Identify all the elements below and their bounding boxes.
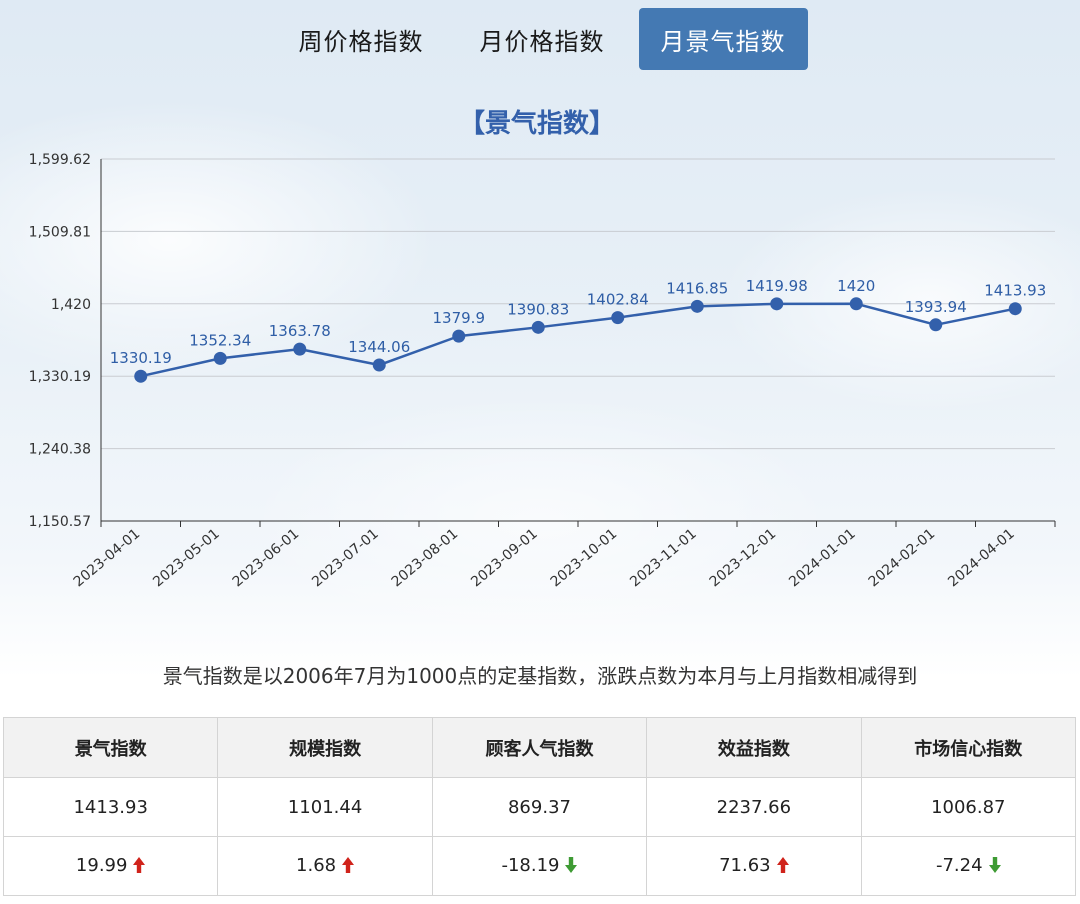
data-label: 1416.85 [666, 279, 728, 297]
data-point [849, 297, 863, 311]
arrow-up-icon [776, 856, 789, 878]
y-tick-label: 1,509.81 [29, 224, 91, 240]
data-label: 1363.78 [269, 322, 331, 340]
value-profit-index: 2237.66 [646, 777, 862, 837]
y-tick-label: 1,330.19 [29, 369, 91, 385]
x-tick-label: 2023-04-01 [71, 526, 144, 591]
table-row-values: 1413.93 1101.44 869.37 2237.66 1006.87 [2, 777, 1077, 837]
tab-bar: 周价格指数 月价格指数 月景气指数 [0, 8, 1080, 72]
change-cell-profit-index: 71.63 [646, 836, 862, 896]
data-point [690, 299, 704, 313]
data-point [611, 311, 625, 325]
arrow-up-icon [133, 856, 146, 878]
y-tick-label: 1,240.38 [29, 442, 91, 458]
change-value: 19.99 [75, 854, 128, 876]
header-customer-popularity-index: 顾客人气指数 [431, 717, 648, 778]
data-label: 1393.94 [905, 298, 967, 316]
data-point [372, 358, 386, 372]
tab-monthly-price-index[interactable]: 月价格指数 [479, 27, 605, 56]
x-tick-label: 2023-11-01 [627, 526, 700, 591]
data-point [929, 318, 943, 332]
table-header-row: 景气指数 规模指数 顾客人气指数 效益指数 市场信心指数 [2, 717, 1077, 778]
x-tick-label: 2024-04-01 [945, 526, 1018, 591]
x-tick-label: 2023-07-01 [309, 526, 382, 591]
data-label: 1419.98 [746, 277, 808, 295]
x-tick-label: 2024-02-01 [866, 526, 939, 591]
x-tick-label: 2023-06-01 [230, 526, 303, 591]
data-label: 1344.06 [348, 338, 410, 356]
change-value: -7.24 [935, 854, 983, 876]
data-point [293, 342, 307, 356]
data-point [134, 369, 148, 383]
table-row-changes: 19.99 1.68 -18.19 71.63 -7.24 [2, 836, 1077, 896]
change-value: 71.63 [719, 854, 771, 876]
header-profit-index: 效益指数 [646, 717, 862, 778]
change-cell-customer-popularity-index: -18.19 [431, 836, 648, 896]
x-tick-label: 2023-09-01 [468, 526, 541, 591]
x-tick-label: 2023-08-01 [389, 526, 462, 591]
x-tick-label: 2023-05-01 [150, 526, 223, 591]
change-cell-scale-index: 1.68 [217, 836, 433, 896]
y-tick-label: 1,420 [51, 297, 91, 313]
value-prosperity-index: 1413.93 [2, 777, 219, 837]
tab-monthly-prosperity-index[interactable]: 月景气指数 [638, 8, 808, 70]
header-prosperity-index: 景气指数 [2, 717, 219, 778]
data-label: 1330.19 [110, 349, 172, 367]
y-tick-label: 1,599.62 [29, 152, 91, 168]
value-scale-index: 1101.44 [217, 777, 433, 837]
series-line [140, 302, 1016, 378]
value-customer-popularity-index: 869.37 [431, 777, 648, 837]
arrow-down-icon [988, 856, 1001, 878]
data-label: 1413.93 [984, 282, 1046, 300]
header-scale-index: 规模指数 [217, 717, 433, 778]
change-cell-market-confidence-index: -7.24 [860, 836, 1077, 896]
arrow-down-icon [565, 856, 578, 878]
data-point [452, 329, 466, 343]
data-label: 1402.84 [587, 291, 649, 309]
prosperity-index-line-chart: 【景气指数】 1,599.62 1,509.81 1,420 1,330.19 1,24… [29, 108, 1056, 591]
data-label: 1390.83 [507, 300, 569, 318]
x-tick-label: 2024-01-01 [786, 526, 859, 591]
data-point [213, 351, 227, 365]
header-market-confidence-index: 市场信心指数 [860, 717, 1077, 778]
change-cell-prosperity-index: 19.99 [2, 836, 219, 896]
x-tick-label: 2023-10-01 [548, 526, 621, 591]
change-value: -18.19 [501, 854, 560, 876]
data-point [1008, 302, 1022, 316]
data-point [531, 320, 545, 334]
tab-weekly-price-index[interactable]: 周价格指数 [298, 27, 424, 56]
x-tick-label: 2023-12-01 [707, 526, 780, 591]
data-label: 1420 [837, 277, 875, 295]
index-description-note: 景气指数是以2006年7月为1000点的定基指数，涨跌点数为本月与上月指数相减得… [162, 664, 918, 688]
change-value: 1.68 [296, 854, 337, 876]
data-point [770, 297, 784, 311]
index-summary-table: 景气指数 规模指数 顾客人气指数 效益指数 市场信心指数 1413.93 110… [2, 717, 1077, 896]
value-market-confidence-index: 1006.87 [860, 777, 1077, 837]
data-label: 1379.9 [433, 309, 486, 327]
data-label: 1352.34 [189, 331, 251, 349]
chart-title: 【景气指数】 [459, 108, 615, 139]
y-tick-label: 1,150.57 [29, 514, 91, 530]
arrow-up-icon [342, 856, 355, 878]
